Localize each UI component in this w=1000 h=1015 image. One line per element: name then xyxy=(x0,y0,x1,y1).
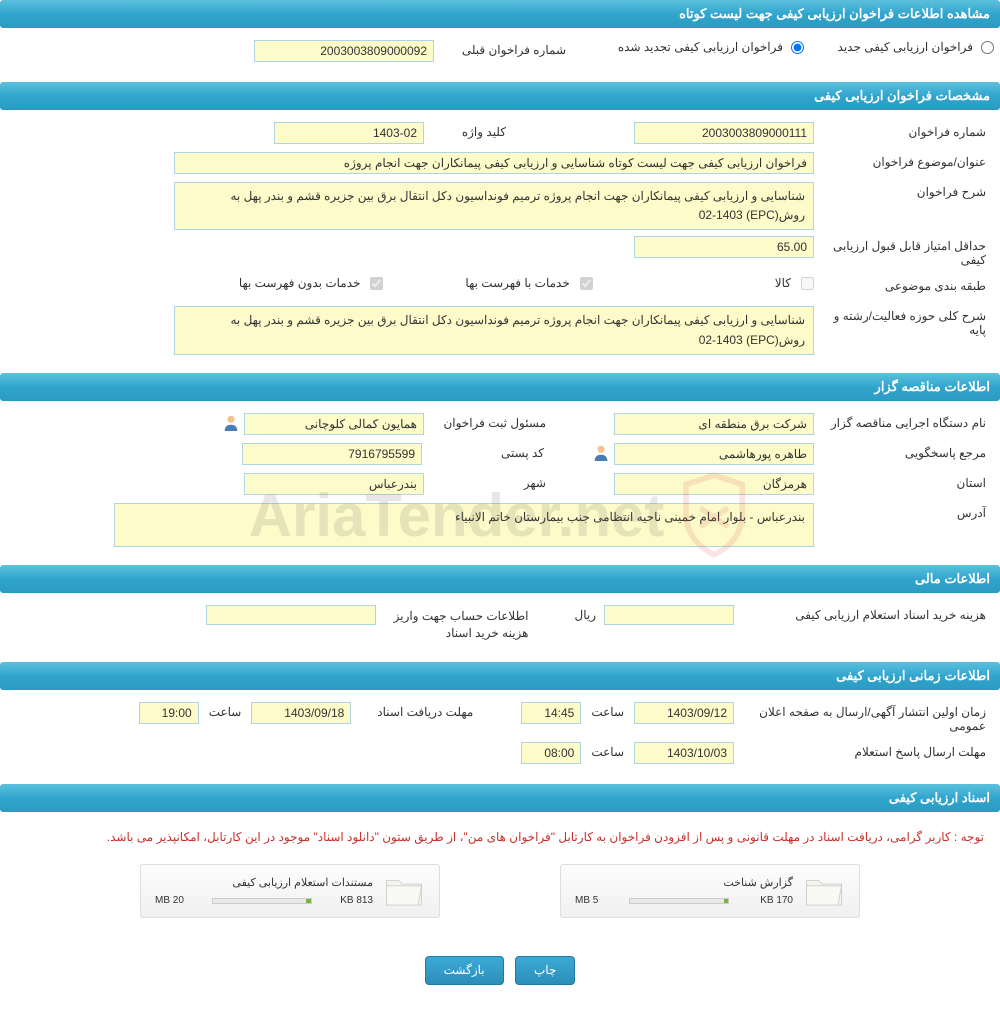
checkbox-services-nolist xyxy=(370,277,383,290)
category-label: طبقه بندی موضوعی xyxy=(814,276,994,296)
attachment-limit: 5 MB xyxy=(575,895,598,906)
account-label: اطلاعات حساب جهت واریز هزینه خرید اسناد xyxy=(376,605,536,645)
section-time-header: اطلاعات زمانی ارزیابی کیفی xyxy=(0,662,1000,690)
exec-label: نام دستگاه اجرایی مناقصه گزار xyxy=(814,413,994,433)
responder-label: مرجع پاسخگویی xyxy=(814,443,994,463)
province-label: استان xyxy=(814,473,994,493)
cost-label: هزینه خرید اسناد استعلام ارزیابی کیفی xyxy=(734,605,994,625)
keyword-label: کلید واژه xyxy=(424,122,514,142)
folder-icon xyxy=(383,873,425,909)
address-field: بندرعباس - بلوار امام خمینی ناحیه انتظام… xyxy=(114,503,814,547)
call-number-label: شماره فراخوان xyxy=(814,122,994,142)
receive-date-field: 1403/09/18 xyxy=(251,702,351,724)
prev-number-field: 2003003809000092 xyxy=(254,40,434,62)
attachment-size: 813 KB xyxy=(340,895,373,906)
publish-label: زمان اولین انتشار آگهی/ارسال به صفحه اعل… xyxy=(734,702,994,736)
reg-field: همایون کمالی کلوچانی xyxy=(244,413,424,435)
exec-field: شرکت برق منطقه ای xyxy=(614,413,814,435)
checkbox-goods-label: کالا xyxy=(775,276,791,290)
attachment-title: گزارش شناخت xyxy=(575,876,793,889)
reg-label: مسئول ثبت فراخوان xyxy=(424,413,554,433)
folder-icon xyxy=(803,873,845,909)
progress-bar xyxy=(212,898,312,904)
section-spec-header: مشخصات فراخوان ارزیابی کیفی xyxy=(0,82,1000,110)
postal-field: 7916795599 xyxy=(242,443,422,465)
checkbox-services-list-label: خدمات با فهرست بها xyxy=(465,276,569,290)
publish-date-field: 1403/09/12 xyxy=(634,702,734,724)
section-docs-header: اسناد ارزیابی کیفی xyxy=(0,784,1000,812)
attachment-title: مستندات استعلام ارزیابی کیفی xyxy=(155,876,373,889)
response-date-field: 1403/10/03 xyxy=(634,742,734,764)
cost-field xyxy=(604,605,734,625)
docs-note: توجه : کاربر گرامی، دریافت اسناد در مهلت… xyxy=(6,824,994,850)
attachment-limit: 20 MB xyxy=(155,895,184,906)
checkbox-services-list xyxy=(580,277,593,290)
publish-time-field: 14:45 xyxy=(521,702,581,724)
page-title-header: مشاهده اطلاعات فراخوان ارزیابی کیفی جهت … xyxy=(0,0,1000,28)
province-field: هرمزگان xyxy=(614,473,814,495)
call-number-field: 2003003809000111 xyxy=(634,122,814,144)
attachment-item[interactable]: مستندات استعلام ارزیابی کیفی 813 KB 20 M… xyxy=(140,864,440,918)
min-score-field: 65.00 xyxy=(634,236,814,258)
radio-new-label: فراخوان ارزیابی کیفی جدید xyxy=(838,40,973,54)
response-label: مهلت ارسال پاسخ استعلام xyxy=(734,742,994,762)
desc-label: شرح فراخوان xyxy=(814,182,994,202)
postal-label: کد پستی xyxy=(422,443,552,463)
prev-number-label: شماره فراخوان قبلی xyxy=(434,40,574,60)
response-time-label: ساعت xyxy=(581,742,634,762)
receive-label: مهلت دریافت اسناد xyxy=(351,702,481,722)
address-label: آدرس xyxy=(814,503,994,523)
checkbox-services-nolist-label: خدمات بدون فهرست بها xyxy=(239,276,361,290)
person-icon xyxy=(592,443,610,461)
radio-new-call[interactable] xyxy=(981,41,994,54)
page-title: مشاهده اطلاعات فراخوان ارزیابی کیفی جهت … xyxy=(679,6,990,21)
section-org-header: اطلاعات مناقصه گزار xyxy=(0,373,1000,401)
receive-time-field: 19:00 xyxy=(139,702,199,724)
section-finance-header: اطلاعات مالی xyxy=(0,565,1000,593)
city-label: شهر xyxy=(424,473,554,493)
radio-renewed-call[interactable] xyxy=(791,41,804,54)
receive-time-label: ساعت xyxy=(199,702,252,722)
responder-field: طاهره پورهاشمی xyxy=(614,443,814,465)
person-icon xyxy=(222,413,240,431)
attachment-size: 170 KB xyxy=(760,895,793,906)
attachment-item[interactable]: گزارش شناخت 170 KB 5 MB xyxy=(560,864,860,918)
progress-bar xyxy=(629,898,729,904)
title-field: فراخوان ارزیابی کیفی جهت لیست کوتاه شناس… xyxy=(174,152,814,174)
response-time-field: 08:00 xyxy=(521,742,581,764)
radio-renewed-label: فراخوان ارزیابی کیفی تجدید شده xyxy=(618,40,783,54)
keyword-field: 1403-02 xyxy=(274,122,424,144)
min-score-label: حداقل امتیاز قابل قبول ارزیابی کیفی xyxy=(814,236,994,270)
city-field: بندرعباس xyxy=(244,473,424,495)
title-label: عنوان/موضوع فراخوان xyxy=(814,152,994,172)
activity-label: شرح کلی حوزه فعالیت/رشته و پایه xyxy=(814,306,994,340)
account-field xyxy=(206,605,376,625)
publish-time-label: ساعت xyxy=(581,702,634,722)
rial-label: ریال xyxy=(566,605,604,625)
desc-field: شناسایی و ارزیابی کیفی پیمانکاران جهت ان… xyxy=(174,182,814,230)
activity-field: شناسایی و ارزیابی کیفی پیمانکاران جهت ان… xyxy=(174,306,814,354)
checkbox-goods xyxy=(801,277,814,290)
